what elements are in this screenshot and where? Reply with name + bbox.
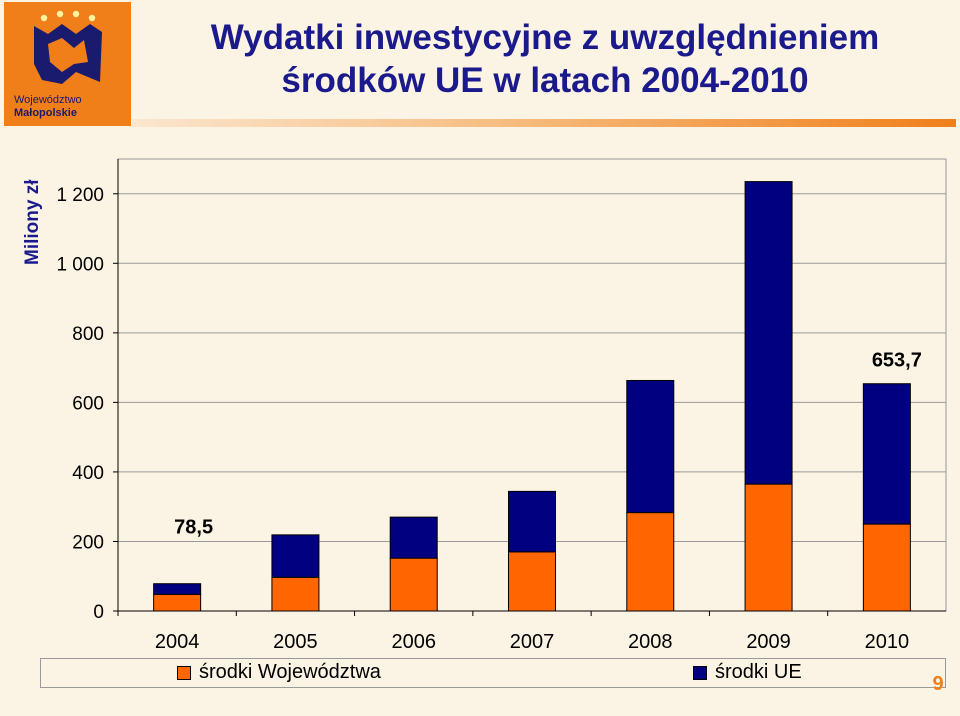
bar-segment-voivodeship — [389, 557, 438, 612]
title-line2: środków UE w latach 2004-2010 — [281, 61, 809, 100]
x-tick-label: 2008 — [628, 631, 673, 653]
page-title: Wydatki inwestycyjne z uwzględnieniem śr… — [150, 16, 940, 102]
bar-segment-eu — [389, 516, 438, 559]
legend-swatch-voivodeship — [177, 665, 191, 680]
legend-swatch-eu — [693, 665, 707, 680]
bar-segment-eu — [271, 534, 320, 578]
bar-segment-eu — [744, 181, 793, 485]
y-tick-label: 600 — [72, 393, 104, 414]
malopolska-crown-emblem-icon — [34, 10, 102, 84]
y-tick-label: 400 — [72, 463, 104, 484]
legend-item-voivodeship: środki Województwa — [177, 661, 381, 684]
bar-segment-eu — [626, 379, 675, 514]
y-tick-label: 1 200 — [56, 185, 104, 206]
x-tick-label: 2005 — [273, 631, 318, 653]
bar-segment-eu — [508, 490, 556, 553]
bar-segment-voivodeship — [862, 523, 911, 612]
legend: środki Województwa środki UE — [40, 658, 946, 688]
x-tick-label: 2006 — [391, 631, 436, 653]
logo: Województwo Małopolskie — [4, 2, 131, 126]
y-tick-label: 200 — [72, 532, 104, 553]
bar-segment-voivodeship — [153, 593, 202, 612]
x-tick-label: 2010 — [865, 631, 910, 653]
bar-segment-voivodeship — [744, 483, 793, 612]
bar-segment-eu — [862, 383, 911, 525]
bar-segment-voivodeship — [271, 576, 320, 612]
x-tick-label: 2007 — [510, 631, 555, 653]
y-tick-label: 800 — [72, 324, 104, 345]
y-tick-label: 1 000 — [56, 254, 104, 275]
legend-label-voivodeship: środki Województwa — [199, 661, 381, 683]
page-number: 9 — [932, 673, 944, 695]
data-label: 653,7 — [872, 350, 922, 372]
bar-segment-voivodeship — [508, 551, 556, 612]
legend-label-eu: środki UE — [715, 661, 802, 683]
bar-segment-eu — [153, 583, 202, 595]
data-label: 78,5 — [174, 517, 213, 539]
logo-line2: Małopolskie — [14, 107, 77, 119]
y-tick-label: 0 — [93, 602, 104, 623]
stacked-bar-chart: 0 200 400 600 800 1 000 1 200 2004 2005 2006 2007 2… — [56, 158, 947, 653]
logo-line1: Województwo — [14, 94, 82, 106]
legend-item-eu: środki UE — [693, 661, 802, 684]
title-line1: Wydatki inwestycyjne z uwzględnieniem — [210, 18, 880, 57]
x-tick-label: 2004 — [155, 631, 200, 653]
bar-segment-voivodeship — [626, 512, 675, 612]
title-underline-bar — [132, 119, 956, 127]
x-tick-label: 2009 — [746, 631, 791, 653]
